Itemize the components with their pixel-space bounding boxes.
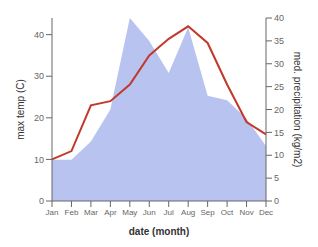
svg-text:20: 20: [34, 113, 44, 123]
svg-text:Mar: Mar: [84, 208, 98, 217]
svg-text:Jul: Jul: [164, 208, 174, 217]
svg-text:20: 20: [274, 105, 284, 115]
svg-text:med. precipitation (kg/m2): med. precipitation (kg/m2): [292, 52, 303, 168]
svg-text:max temp (C): max temp (C): [15, 79, 26, 140]
svg-text:40: 40: [34, 30, 44, 40]
svg-text:date (month): date (month): [129, 226, 190, 237]
svg-text:10: 10: [274, 150, 284, 160]
svg-text:10: 10: [34, 155, 44, 165]
svg-text:5: 5: [274, 173, 279, 183]
svg-text:25: 25: [274, 82, 284, 92]
svg-text:Apr: Apr: [104, 208, 117, 217]
svg-text:Nov: Nov: [239, 208, 253, 217]
svg-text:Jan: Jan: [46, 208, 59, 217]
svg-text:Oct: Oct: [221, 208, 234, 217]
svg-text:Aug: Aug: [181, 208, 195, 217]
svg-text:May: May: [122, 208, 137, 217]
svg-text:30: 30: [274, 59, 284, 69]
svg-text:Jun: Jun: [143, 208, 156, 217]
svg-text:Sep: Sep: [201, 208, 216, 217]
svg-text:Feb: Feb: [65, 208, 79, 217]
svg-text:15: 15: [274, 128, 284, 138]
svg-text:Dec: Dec: [259, 208, 273, 217]
svg-text:0: 0: [39, 196, 44, 206]
svg-text:30: 30: [34, 71, 44, 81]
svg-text:0: 0: [274, 196, 279, 206]
svg-text:40: 40: [274, 13, 284, 23]
svg-text:35: 35: [274, 36, 284, 46]
